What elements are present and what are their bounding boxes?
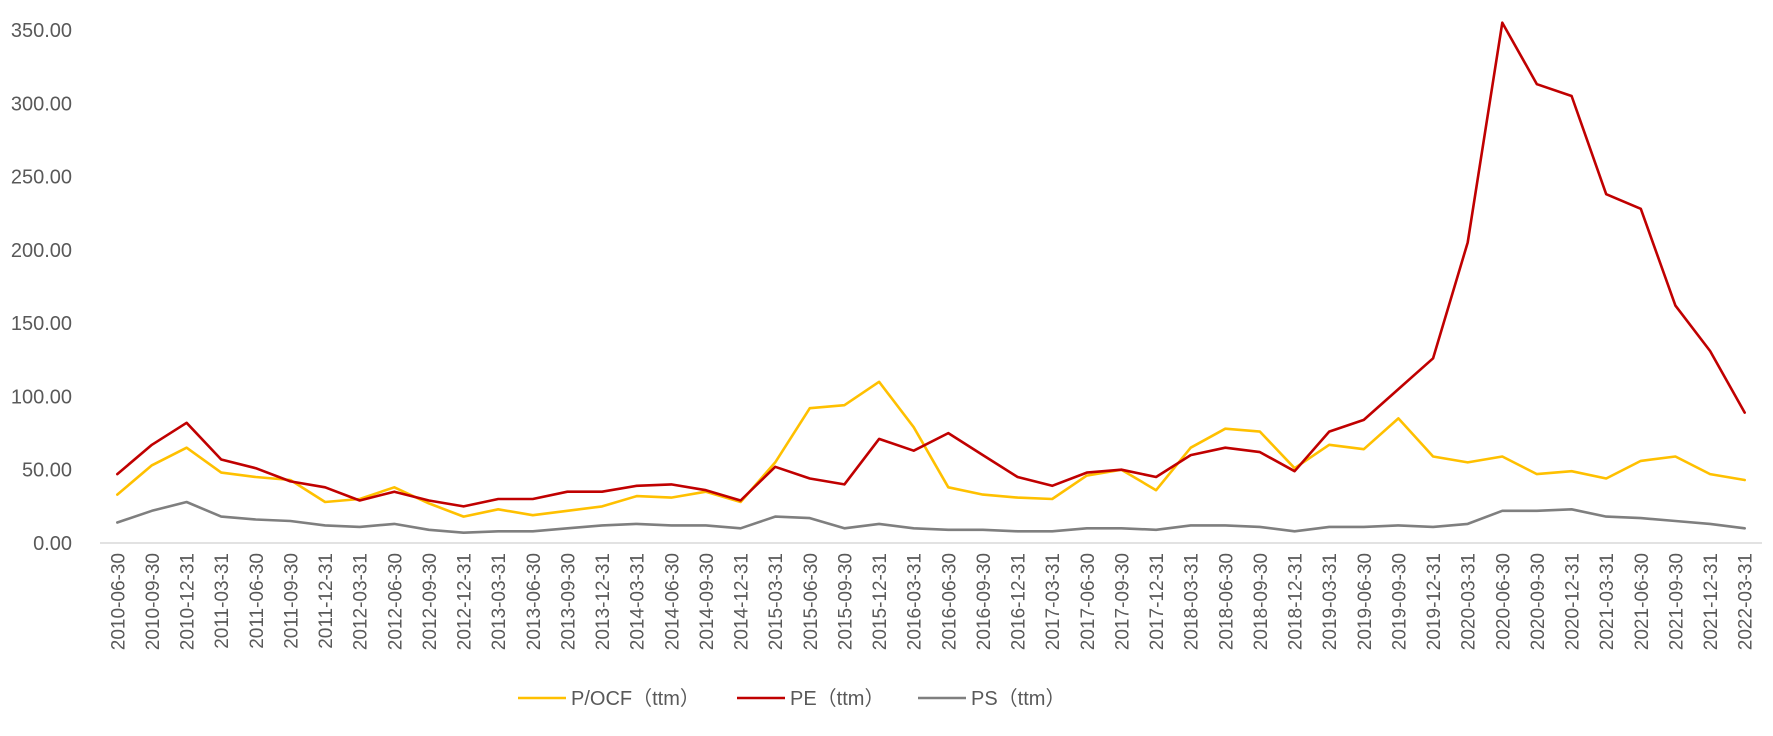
legend: P/OCF（ttm） PE（ttm） PS（ttm） (518, 687, 1065, 710)
x-tick-label: 2022-03-31 (1736, 553, 1757, 650)
x-tick-label: 2021-06-30 (1632, 553, 1653, 650)
x-tick-label: 2012-03-31 (351, 553, 372, 650)
x-tick-label: 2021-12-31 (1701, 553, 1722, 650)
x-tick-label: 2016-06-30 (939, 553, 960, 650)
y-axis: 0.00 50.00 100.00 150.00 200.00 250.00 300.00 3… (11, 20, 72, 555)
x-tick-label: 2019-12-31 (1424, 553, 1445, 650)
x-tick-label: 2010-06-30 (108, 553, 129, 650)
x-tick-label: 2018-09-30 (1251, 553, 1272, 650)
x-tick-label: 2017-06-30 (1078, 553, 1099, 650)
x-tick-label: 2014-12-31 (732, 553, 753, 650)
x-tick-label: 2016-12-31 (1009, 553, 1030, 650)
x-tick-label: 2013-12-31 (593, 553, 614, 650)
y-tick-label: 350.00 (11, 20, 72, 42)
y-tick-label: 200.00 (11, 240, 72, 262)
y-tick-label: 0.00 (33, 533, 72, 555)
x-tick-label: 2015-06-30 (801, 553, 822, 650)
x-tick-label: 2014-09-30 (697, 553, 718, 650)
x-tick-label: 2011-09-30 (281, 553, 302, 649)
y-tick-label: 250.00 (11, 167, 72, 189)
x-tick-label: 2013-03-31 (489, 553, 510, 650)
y-tick-label: 150.00 (11, 313, 72, 335)
y-tick-label: 300.00 (11, 93, 72, 115)
x-tick-label: 2018-06-30 (1216, 553, 1237, 650)
x-tick-label: 2013-06-30 (524, 553, 545, 650)
x-tick-label: 2014-03-31 (628, 553, 649, 650)
x-tick-label: 2012-06-30 (385, 553, 406, 650)
x-axis: 2010-06-30 2010-09-30 2010-12-31 2011-03-31… (108, 553, 1756, 650)
x-tick-label: 2012-12-31 (455, 553, 476, 650)
legend-label: PE（ttm） (790, 687, 884, 710)
x-tick-label: 2020-06-30 (1493, 553, 1514, 650)
x-tick-label: 2011-06-30 (247, 553, 268, 649)
x-tick-label: 2013-09-30 (558, 553, 579, 650)
x-tick-label: 2015-12-31 (870, 553, 891, 650)
series-line (116, 21, 1746, 508)
x-tick-label: 2018-03-31 (1182, 553, 1203, 650)
x-tick-label: 2017-03-31 (1043, 553, 1064, 650)
y-tick-label: 100.00 (11, 386, 72, 408)
legend-label: P/OCF（ttm） (571, 687, 700, 710)
x-tick-label: 2019-06-30 (1355, 553, 1376, 650)
x-tick-label: 2017-12-31 (1147, 553, 1168, 650)
series-lines (116, 21, 1746, 535)
x-tick-label: 2014-06-30 (662, 553, 683, 650)
x-tick-label: 2011-03-31 (212, 553, 233, 649)
x-tick-label: 2016-03-31 (905, 553, 926, 650)
x-tick-label: 2015-03-31 (766, 553, 787, 650)
x-tick-label: 2021-03-31 (1597, 553, 1618, 650)
x-tick-label: 2020-09-30 (1528, 553, 1549, 650)
x-tick-label: 2011-12-31 (316, 553, 337, 649)
x-tick-label: 2017-09-30 (1112, 553, 1133, 650)
x-tick-label: 2016-09-30 (974, 553, 995, 650)
x-tick-label: 2010-09-30 (143, 553, 164, 650)
x-tick-label: 2015-09-30 (835, 553, 856, 650)
x-tick-label: 2020-12-31 (1563, 553, 1584, 650)
x-tick-label: 2020-03-31 (1459, 553, 1480, 650)
x-tick-label: 2019-03-31 (1320, 553, 1341, 650)
x-tick-label: 2012-09-30 (420, 553, 441, 650)
x-tick-label: 2018-12-31 (1286, 553, 1307, 650)
x-tick-label: 2019-09-30 (1389, 553, 1410, 650)
x-tick-label: 2010-12-31 (178, 553, 199, 650)
x-tick-label: 2021-09-30 (1666, 553, 1687, 650)
series-line (116, 500, 1746, 535)
y-tick-label: 50.00 (22, 460, 72, 482)
series-line (116, 380, 1746, 518)
legend-label: PS（ttm） (971, 687, 1065, 710)
